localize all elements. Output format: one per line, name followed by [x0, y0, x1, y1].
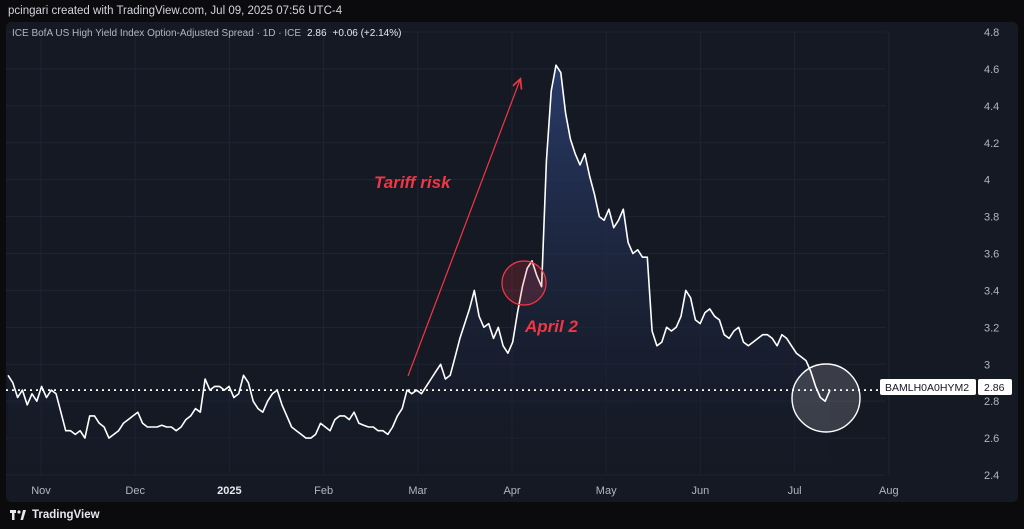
y-tick-label: 3.2 — [984, 322, 999, 334]
x-tick-label: May — [596, 485, 617, 497]
y-tick-label: 4.6 — [984, 64, 999, 76]
series-label-box: BAMLH0A0HYM2 — [880, 379, 976, 395]
bottom-bar: TradingView — [0, 505, 1024, 529]
area-fill — [8, 65, 830, 475]
y-tick-label: 2.8 — [984, 396, 999, 408]
y-tick-label: 3 — [984, 359, 990, 371]
y-tick-label: 3.4 — [984, 285, 999, 297]
tariff-risk-label: Tariff risk — [374, 173, 452, 192]
x-tick-label: 2025 — [217, 485, 241, 497]
april-2-label: April 2 — [524, 317, 578, 336]
y-tick-label: 4.4 — [984, 101, 999, 113]
x-tick-label: Apr — [503, 485, 520, 497]
current-level-circle — [791, 363, 861, 433]
top-bar: pcingari created with TradingView.com, J… — [0, 0, 1024, 22]
y-tick-label: 3.6 — [984, 249, 999, 261]
chart-svg[interactable]: 4.8 4.6 4.4 4.2 4 3.8 3.6 3.4 3.2 3 2.8 2.6 2.4 Nov D… — [6, 22, 1018, 502]
april-2-circle — [501, 260, 547, 306]
y-tick-label: 2.4 — [984, 470, 999, 482]
tariff-risk-arrow — [407, 80, 520, 377]
brand[interactable]: TradingView — [10, 509, 100, 521]
y-tick-label: 4.8 — [984, 27, 999, 39]
x-axis: Nov Dec 2025 Feb Mar Apr May Jun Jul Aug — [31, 485, 898, 497]
y-tick-label: 3.8 — [984, 212, 999, 224]
y-axis: 4.8 4.6 4.4 4.2 4 3.8 3.6 3.4 3.2 3 2.8 2.6 2.4 — [984, 27, 999, 482]
series-label: BAMLH0A0HYM2 — [885, 382, 969, 394]
x-tick-label: Feb — [314, 485, 333, 497]
brand-name: TradingView — [32, 509, 100, 521]
chart-panel[interactable]: 4.8 4.6 4.4 4.2 4 3.8 3.6 3.4 3.2 3 2.8 2.6 2.4 Nov D… — [6, 22, 1018, 502]
legend-value: 2.86 — [307, 28, 327, 39]
last-value-label: 2.86 — [984, 382, 1005, 394]
x-tick-label: Jun — [692, 485, 710, 497]
x-tick-label: Nov — [31, 485, 51, 497]
creator-line: pcingari created with TradingView.com, J… — [8, 5, 343, 17]
series-line — [7, 64, 831, 439]
tradingview-logo-icon — [10, 510, 26, 520]
x-tick-label: Dec — [125, 485, 145, 497]
x-tick-label: Mar — [408, 485, 427, 497]
last-value-box: 2.86 — [978, 379, 1012, 395]
legend-change: +0.06 (+2.14%) — [332, 28, 402, 39]
y-tick-label: 2.6 — [984, 433, 999, 445]
y-tick-label: 4.2 — [984, 138, 999, 150]
y-tick-label: 4 — [984, 175, 990, 187]
x-tick-label: Jul — [788, 485, 802, 497]
x-tick-label: Aug — [879, 485, 899, 497]
legend-title: ICE BofA US High Yield Index Option-Adju… — [12, 28, 302, 39]
chart-legend: ICE BofA US High Yield Index Option-Adju… — [12, 28, 401, 39]
